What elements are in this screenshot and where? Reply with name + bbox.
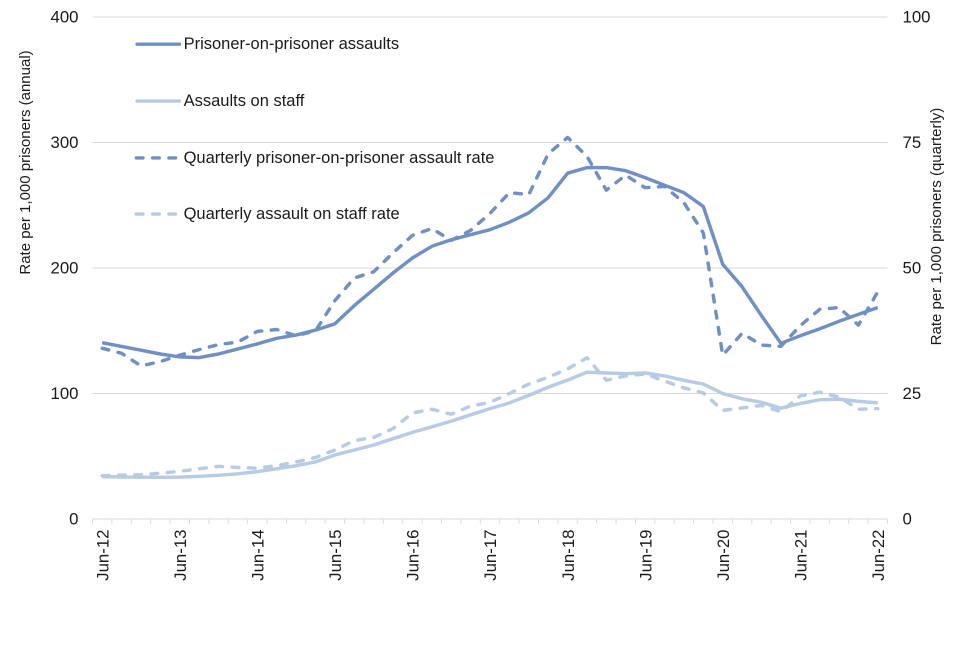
svg-text:Quarterly prisoner-on-prisoner: Quarterly prisoner-on-prisoner assault r… [184, 149, 495, 167]
svg-text:Assaults on staff: Assaults on staff [184, 92, 305, 110]
svg-text:25: 25 [903, 384, 922, 403]
svg-text:100: 100 [903, 8, 931, 27]
svg-text:Jun-17: Jun-17 [481, 530, 500, 581]
svg-text:0: 0 [903, 510, 912, 529]
svg-text:Quarterly assault on staff rat: Quarterly assault on staff rate [184, 205, 400, 223]
svg-text:Rate per 1,000 prisoners (annu: Rate per 1,000 prisoners (annual) [17, 50, 34, 274]
svg-text:Jun-16: Jun-16 [404, 530, 423, 581]
svg-text:Jun-13: Jun-13 [171, 530, 190, 581]
svg-text:Rate per 1,000 prisoners (quar: Rate per 1,000 prisoners (quarterly) [928, 108, 945, 346]
svg-text:100: 100 [51, 384, 79, 403]
svg-text:75: 75 [903, 133, 922, 152]
svg-text:400: 400 [51, 8, 79, 27]
svg-text:Jun-19: Jun-19 [636, 530, 655, 581]
svg-text:Jun-15: Jun-15 [326, 530, 345, 581]
svg-text:Jun-12: Jun-12 [93, 530, 112, 581]
svg-text:200: 200 [51, 259, 79, 278]
svg-text:Jun-22: Jun-22 [869, 530, 888, 581]
svg-text:Prisoner-on-prisoner assaults: Prisoner-on-prisoner assaults [184, 35, 400, 53]
svg-text:300: 300 [51, 133, 79, 152]
svg-text:Jun-21: Jun-21 [791, 530, 810, 581]
svg-text:Jun-20: Jun-20 [714, 530, 733, 581]
svg-text:Jun-14: Jun-14 [249, 530, 268, 581]
svg-text:0: 0 [69, 510, 78, 529]
svg-text:50: 50 [903, 259, 922, 278]
svg-text:Jun-18: Jun-18 [559, 530, 578, 581]
